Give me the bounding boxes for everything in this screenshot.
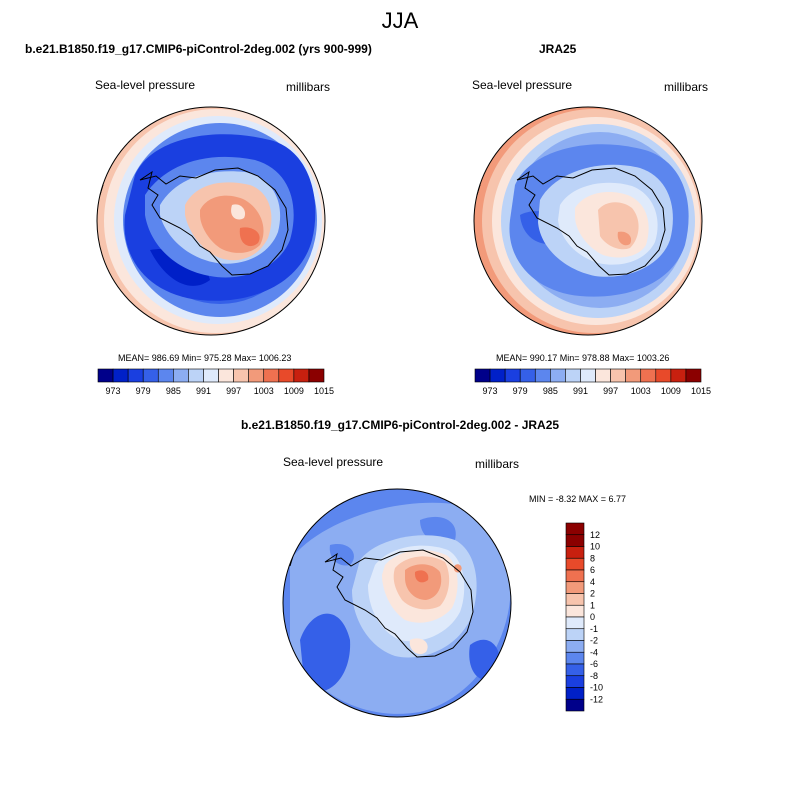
panel3-map [283, 489, 511, 717]
panel2-colorbar-swatch [595, 368, 611, 383]
panel1-left-label: Sea-level pressure [95, 78, 196, 92]
panel1-colorbar-swatch [248, 368, 265, 383]
panel3-colorbar-swatch [565, 675, 585, 688]
panel1-colorbar-tick-label: 997 [226, 386, 241, 396]
panel2-colorbar: 973 979 985 991 997 1003 1009 1015 [474, 368, 711, 396]
panel1-colorbar-tick-label: 1003 [254, 386, 274, 396]
panel3-colorbar-tick-label: 6 [590, 565, 595, 575]
panel2-colorbar-swatch [685, 368, 702, 383]
panel3-colorbar-swatch [565, 593, 585, 606]
panel1-colorbar-tick-label: 1015 [314, 386, 334, 396]
panel2-colorbar-tick-label: 991 [573, 386, 588, 396]
panel2-colorbar-swatch [489, 368, 506, 383]
panel1-colorbar-tick-label: 991 [196, 386, 211, 396]
panel1-colorbar-tick-label: 979 [136, 386, 151, 396]
panel2-map [474, 107, 702, 335]
panel3-colorbar-tick-label: -6 [590, 659, 598, 669]
panel1-colorbar-tick-label: 973 [106, 386, 121, 396]
panel2-colorbar-swatch [519, 368, 536, 383]
panel2-colorbar-swatch [670, 368, 687, 383]
panel3-colorbar-tick-label: -2 [590, 636, 598, 646]
panel1-colorbar-swatch [112, 368, 129, 383]
panel1-map [97, 107, 325, 335]
panel3-colorbar-swatch [565, 616, 585, 630]
panel1-colorbar-swatch [142, 368, 159, 383]
panel3-colorbar-swatch [565, 687, 585, 700]
panel1-colorbar-swatch [218, 368, 234, 383]
panel1-colorbar-swatch [203, 368, 219, 383]
panel3-colorbar-tick-label: -12 [590, 694, 603, 704]
panel3-stats: MIN = -8.32 MAX = 6.77 [529, 494, 627, 504]
panel1-colorbar-swatch [173, 368, 189, 383]
panel3-colorbar-tick-label: 0 [590, 612, 595, 622]
panel2-colorbar-swatch [640, 368, 657, 383]
panel3-colorbar-tick-label: -4 [590, 647, 598, 657]
panel1-colorbar-swatch [157, 368, 174, 383]
panel3-colorbar-tick-label: 1 [590, 600, 595, 610]
panel2-colorbar-tick-label: 973 [483, 386, 498, 396]
panel1-units: millibars [286, 80, 331, 94]
panel2-colorbar-tick-label: 1015 [691, 386, 711, 396]
panel2-colorbar-swatch [550, 368, 566, 383]
panel3-colorbar-swatch [565, 663, 585, 677]
panel3-colorbar-tick-label: -1 [590, 624, 598, 634]
panel1-colorbar-swatch [263, 368, 280, 383]
figure-title: JJA [381, 8, 419, 33]
panel2-left-label: Sea-level pressure [472, 78, 573, 92]
panel2-colorbar-swatch [655, 368, 672, 383]
panel2-colorbar-tick-label: 979 [513, 386, 528, 396]
panel2-title: JRA25 [539, 42, 577, 56]
panel2-colorbar-swatch [565, 368, 581, 383]
panel3-colorbar-tick-label: 2 [590, 589, 595, 599]
panel1-colorbar: 973 979 985 991 997 1003 1009 1015 [97, 368, 334, 396]
panel1-stats: MEAN= 986.69 Min= 975.28 Max= 1006.23 [118, 353, 292, 363]
panel3-colorbar-swatch [565, 546, 585, 559]
panel2-colorbar-swatch [580, 368, 596, 383]
panel3-colorbar-swatch [565, 522, 585, 536]
panel3-colorbar-tick-label: -8 [590, 671, 598, 681]
panel3-colorbar-swatch [565, 569, 585, 583]
panel3-left-label: Sea-level pressure [283, 455, 384, 469]
panel3-colorbar-tick-label: 10 [590, 542, 600, 552]
panel2-colorbar-tick-label: 997 [603, 386, 618, 396]
panel3-colorbar-swatch [565, 651, 585, 665]
panel3-colorbar-swatch [565, 557, 585, 571]
panel2-colorbar-tick-label: 1009 [661, 386, 681, 396]
panel3-colorbar-swatch [565, 534, 585, 547]
panel3-colorbar-swatch [565, 581, 585, 594]
panel1-title: b.e21.B1850.f19_g17.CMIP6-piControl-2deg… [25, 42, 372, 56]
panel1-colorbar-tick-label: 985 [166, 386, 181, 396]
panel3-colorbar-swatch [565, 698, 585, 712]
panel2-colorbar-tick-label: 1003 [631, 386, 651, 396]
panel2-colorbar-swatch [504, 368, 521, 383]
panel1-colorbar-tick-label: 1009 [284, 386, 304, 396]
panel3-colorbar-swatch [565, 640, 585, 653]
panel3-colorbar-tick-label: 8 [590, 553, 595, 563]
panel2-colorbar-swatch [625, 368, 642, 383]
panel2-colorbar-swatch [534, 368, 551, 383]
panel3-title: b.e21.B1850.f19_g17.CMIP6-piControl-2deg… [240, 418, 560, 432]
panel3-colorbar-tick-label: 12 [590, 530, 600, 540]
panel3-colorbar-tick-label: 4 [590, 577, 595, 587]
panel3-colorbar-swatch [565, 628, 585, 641]
panel1-colorbar-swatch [233, 368, 249, 383]
panel3-units: millibars [475, 457, 520, 471]
panel1-colorbar-swatch [293, 368, 310, 383]
panel2-units: millibars [664, 80, 709, 94]
panel1-colorbar-swatch [97, 368, 114, 383]
panel1-colorbar-swatch [188, 368, 204, 383]
panel2-colorbar-tick-label: 985 [543, 386, 558, 396]
panel2-stats: MEAN= 990.17 Min= 978.88 Max= 1003.26 [496, 353, 670, 363]
panel3-colorbar-swatch [565, 604, 585, 618]
panel1-colorbar-swatch [308, 368, 325, 383]
panel3-colorbar-tick-label: -10 [590, 683, 603, 693]
panel2-colorbar-swatch [474, 368, 491, 383]
panel1-colorbar-swatch [127, 368, 144, 383]
panel1-colorbar-swatch [278, 368, 295, 383]
panel2-colorbar-swatch [610, 368, 626, 383]
